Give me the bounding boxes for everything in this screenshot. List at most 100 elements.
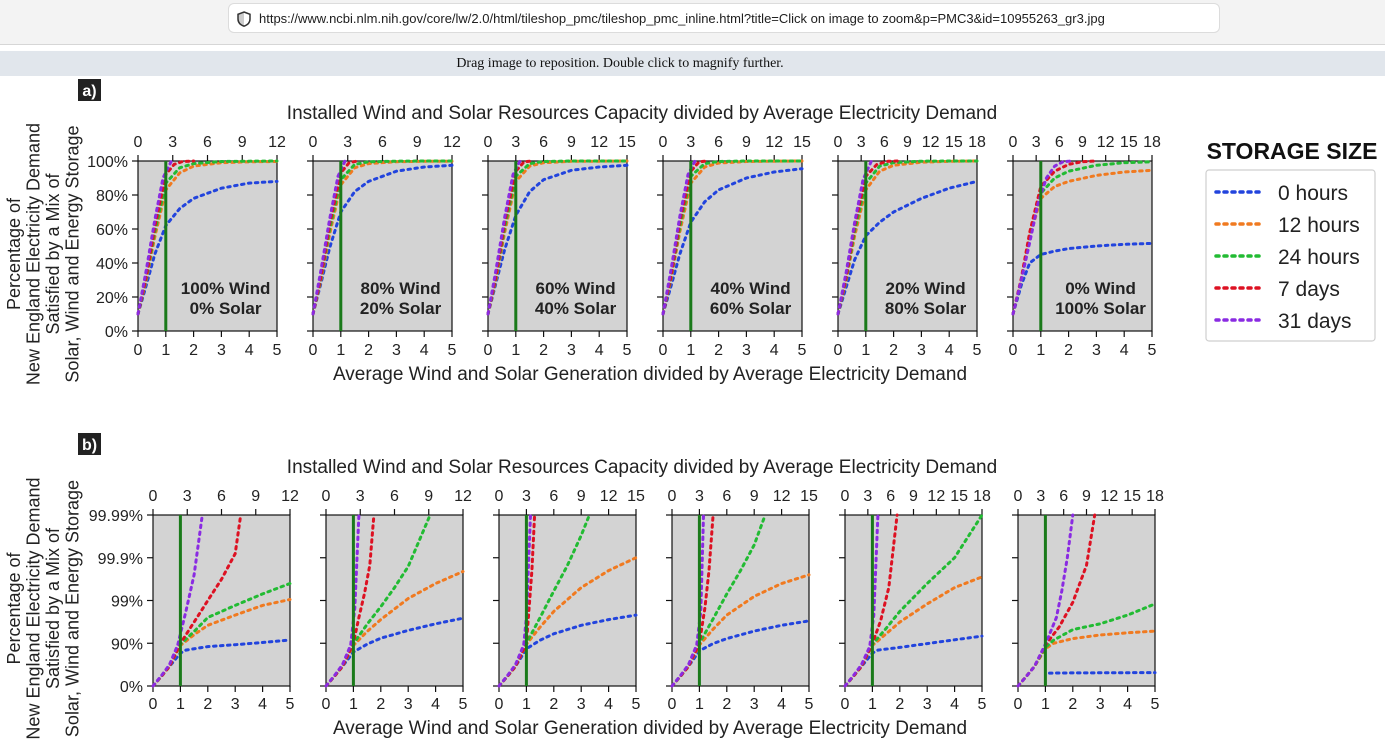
top-tick-label: 0 (834, 134, 843, 151)
plot-area (671, 514, 810, 687)
plot-area (152, 514, 291, 687)
x-tick-label: 3 (750, 696, 759, 713)
x-tick-label: 1 (861, 342, 870, 359)
series-line-31-days (324, 513, 361, 688)
legend-box (1205, 169, 1376, 342)
top-tick-label: 0 (322, 488, 331, 505)
x-tick-label: 1 (161, 342, 170, 359)
x-tick-label: 2 (189, 342, 198, 359)
panel-annotation: 0% Wind (1065, 279, 1136, 298)
series-line-0-hours (136, 179, 279, 316)
top-tick-label: 18 (1146, 488, 1164, 505)
url-field[interactable]: https://www.ncbi.nlm.nih.gov/core/lw/2.0… (228, 3, 1220, 33)
top-tick-label: 12 (454, 488, 472, 505)
top-tick-label: 15 (793, 134, 811, 151)
x-tick-label: 5 (805, 696, 814, 713)
y-tick-label: 80% (96, 188, 128, 205)
figure[interactable]: a) Installed Wind and Solar Resources Cap… (0, 76, 1385, 741)
x-tick-label: 3 (1092, 342, 1101, 359)
legend-title: STORAGE SIZE (1207, 138, 1378, 164)
x-tick-label: 3 (392, 342, 401, 359)
top-tick-label: 15 (950, 488, 968, 505)
x-tick-label: 2 (714, 342, 723, 359)
x-tick-label: 5 (978, 696, 987, 713)
subplot-panel: 0 1 2 3 4 50 3 6 9 12 15 (666, 488, 818, 713)
x-tick-label: 3 (917, 342, 926, 359)
viewer-hint: Drag image to reposition. Double click t… (456, 56, 784, 71)
top-tick-label: 12 (268, 134, 286, 151)
panel-label: a) (82, 83, 96, 100)
legend-entry: 0 hours (1278, 182, 1348, 205)
x-tick-label: 4 (245, 342, 254, 359)
series-line-0-hours (836, 179, 979, 316)
top-tick-label: 9 (903, 134, 912, 151)
x-tick-label: 5 (632, 696, 641, 713)
top-tick-label: 6 (1055, 134, 1064, 151)
top-tick-label: 9 (251, 488, 260, 505)
panel-annotation: 100% Solar (1055, 299, 1146, 318)
x-tick-label: 5 (1151, 696, 1160, 713)
legend-entry: 7 days (1278, 278, 1340, 301)
chart-title: Installed Wind and Solar Resources Capac… (287, 457, 997, 478)
x-tick-label: 5 (286, 696, 295, 713)
x-tick-label: 0 (322, 696, 331, 713)
shield-icon[interactable] (235, 10, 253, 28)
top-tick-label: 12 (443, 134, 461, 151)
x-axis-label: Average Wind and Solar Generation divide… (333, 718, 967, 739)
panel-annotation: 60% Wind (535, 279, 615, 298)
subplot-panel: 0 1 2 3 4 50 3 6 9 12 15 18 (839, 488, 991, 713)
series-line-0-hours (1048, 671, 1157, 675)
series-line-31-days (843, 513, 880, 688)
panel-annotation: 40% Wind (710, 279, 790, 298)
top-tick-label: 6 (714, 134, 723, 151)
plot-area (498, 514, 637, 687)
top-tick-label: 3 (522, 488, 531, 505)
top-tick-label: 15 (618, 134, 636, 151)
x-tick-label: 2 (1064, 342, 1073, 359)
top-tick-label: 6 (1059, 488, 1068, 505)
x-tick-label: 3 (1096, 696, 1105, 713)
x-tick-label: 1 (349, 696, 358, 713)
y-tick-label: 90% (111, 636, 143, 653)
x-tick-label: 4 (945, 342, 954, 359)
x-tick-label: 0 (1014, 696, 1023, 713)
x-tick-label: 0 (149, 696, 158, 713)
x-tick-label: 1 (695, 696, 704, 713)
subplot-panel: 0 1 2 3 4 50 3 6 9 12 (147, 488, 299, 713)
top-tick-label: 9 (577, 488, 586, 505)
series-line-31-days (136, 159, 173, 316)
y-tick-label: 100% (87, 154, 128, 171)
x-axis-label: Average Wind and Solar Generation divide… (333, 364, 967, 385)
top-tick-label: 3 (863, 488, 872, 505)
top-tick-label: 9 (1078, 134, 1087, 151)
top-tick-label: 9 (750, 488, 759, 505)
x-tick-label: 5 (448, 342, 457, 359)
x-tick-label: 2 (376, 696, 385, 713)
y-axis-label-line: Solar, Wind and Energy Storage (63, 480, 83, 737)
top-tick-label: 3 (1032, 134, 1041, 151)
top-tick-label: 0 (668, 488, 677, 505)
y-axis-label-line: Percentage of (4, 197, 24, 310)
x-tick-label: 2 (549, 696, 558, 713)
top-tick-label: 18 (973, 488, 991, 505)
x-tick-label: 1 (686, 342, 695, 359)
x-tick-label: 2 (539, 342, 548, 359)
y-axis-label-line: Satisfied by a Mix of (43, 527, 63, 689)
legend-entry: 24 hours (1278, 246, 1360, 269)
y-axis-label-line: Satisfied by a Mix of (43, 172, 63, 334)
x-tick-label: 0 (659, 342, 668, 359)
top-tick-label: 6 (217, 488, 226, 505)
x-tick-label: 5 (1148, 342, 1157, 359)
top-tick-label: 18 (968, 134, 986, 151)
x-tick-label: 0 (495, 696, 504, 713)
top-tick-label: 9 (1082, 488, 1091, 505)
panel-label-box (78, 433, 101, 455)
top-tick-label: 3 (857, 134, 866, 151)
y-tick-label: 20% (96, 290, 128, 307)
top-tick-label: 12 (1100, 488, 1118, 505)
y-tick-label: 0% (105, 324, 128, 341)
legend-entry: 31 days (1278, 310, 1352, 333)
